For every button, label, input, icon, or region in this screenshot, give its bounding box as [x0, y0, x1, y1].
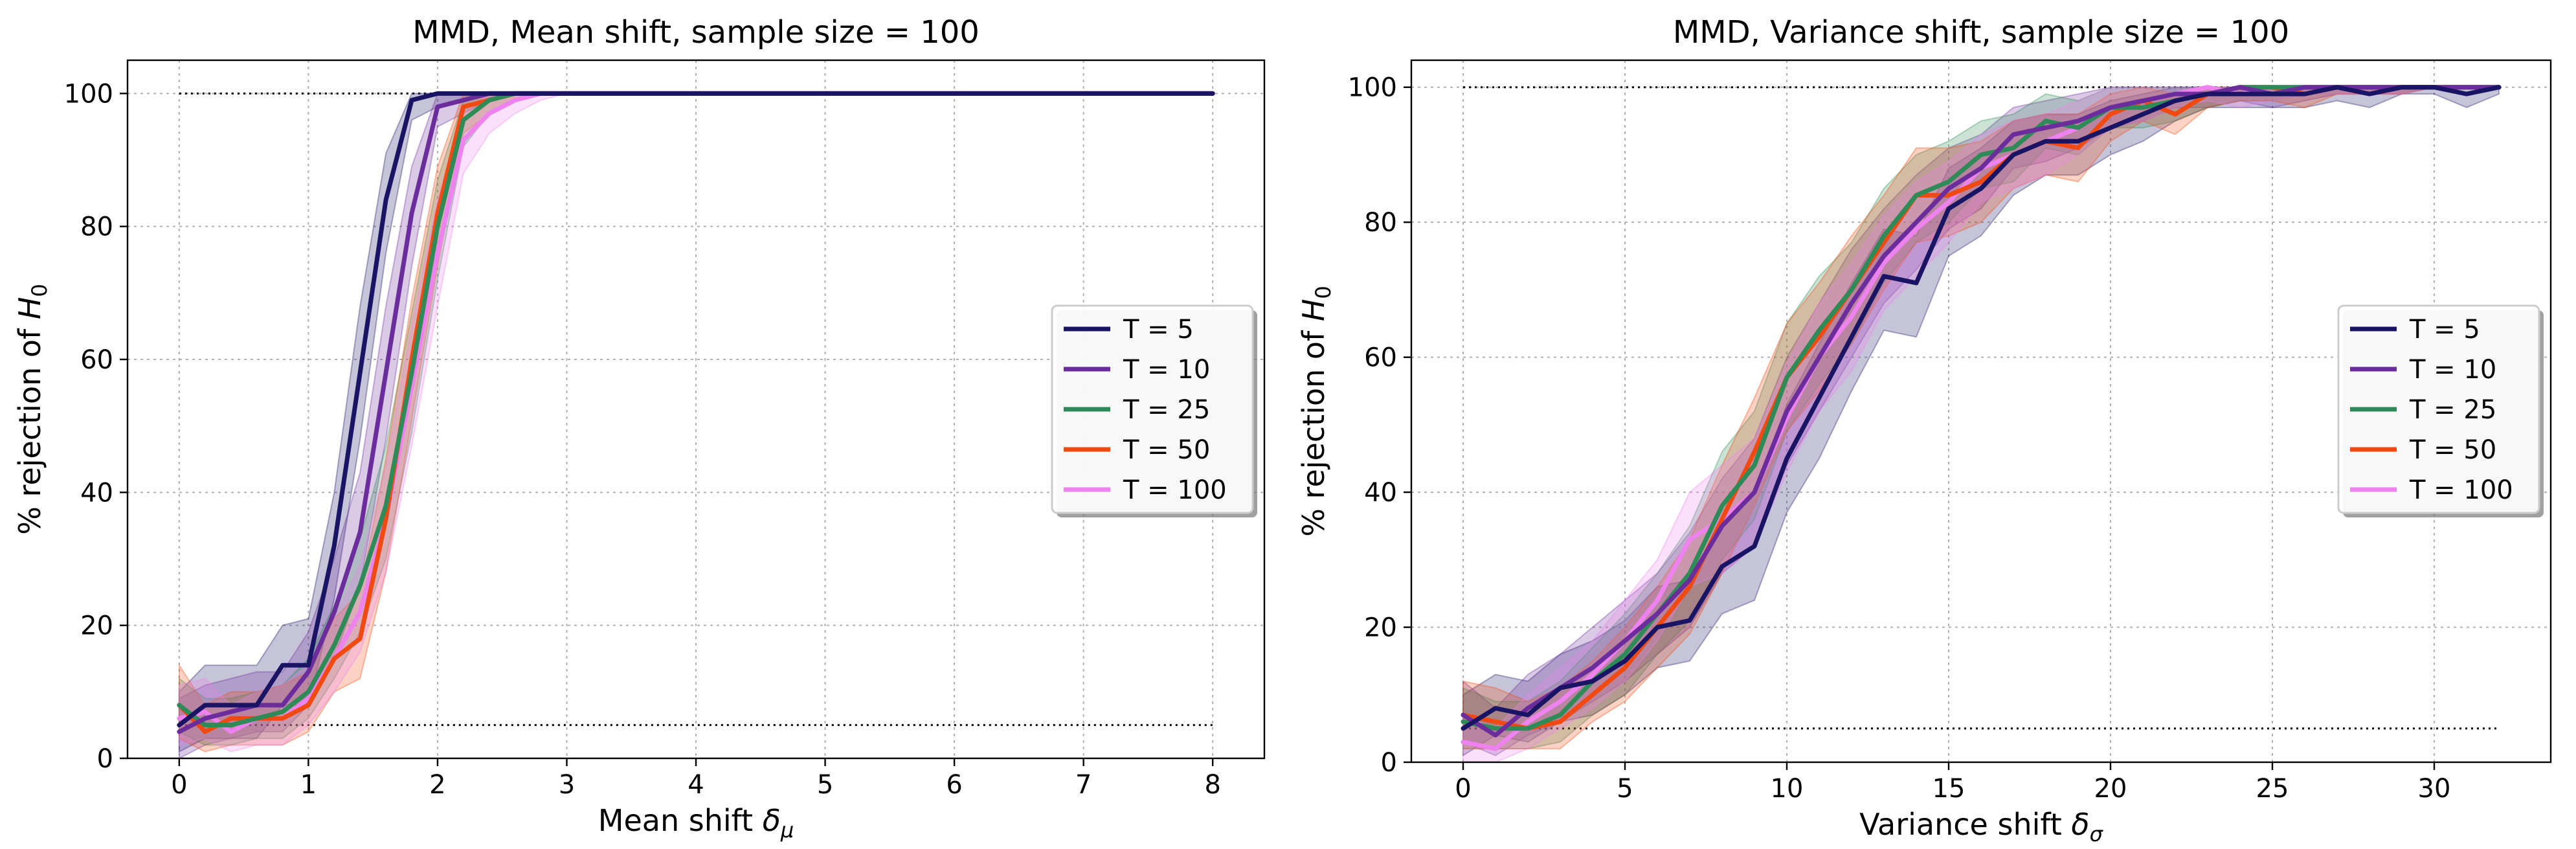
x-tick-label: 15 — [1932, 774, 1966, 804]
legend-label-series-4: T = 50 — [1123, 435, 1210, 465]
y-tick-label: 80 — [1364, 208, 1397, 238]
x-axis-label: Mean shift δμ — [598, 803, 794, 843]
legend-label-series-4: T = 50 — [2409, 435, 2496, 465]
legend-label-series-3: T = 25 — [1123, 395, 1210, 425]
confidence-band-series-1 — [1462, 86, 2500, 757]
x-axis-label-text: Mean shift — [598, 803, 763, 838]
x-tick-label: 8 — [1204, 770, 1220, 800]
x-tick-label: 5 — [1617, 774, 1633, 804]
legend-label-series-1: T = 5 — [1123, 315, 1194, 345]
x-tick-label: 1 — [300, 770, 317, 800]
x-tick-label: 5 — [817, 770, 833, 800]
legend-label-series-2: T = 10 — [1123, 355, 1210, 385]
x-tick-label: 3 — [559, 770, 575, 800]
y-tick-label: 100 — [1348, 73, 1397, 103]
legend-label-series-5: T = 100 — [1123, 475, 1227, 505]
y-tick-label: 20 — [80, 611, 113, 641]
legend: T = 5 T = 10 T = 25 T = 50 T = 100 — [2337, 304, 2544, 517]
y-axis-label-text: % rejection of — [12, 319, 47, 535]
series-line-1 — [177, 91, 1215, 728]
y-tick-label: 100 — [64, 79, 113, 109]
x-tick-label: 4 — [688, 770, 704, 800]
legend-box — [2337, 304, 2540, 514]
plot-frame — [1410, 59, 2552, 764]
chart-title: MMD, Mean shift, sample size = 100 — [412, 14, 980, 51]
x-axis-label: Variance shift δσ — [1859, 807, 2103, 846]
y-tick-label: 20 — [1364, 613, 1397, 643]
series-line-1 — [1461, 85, 2502, 731]
y-tick-label: 60 — [1364, 343, 1397, 373]
x-tick-label: 20 — [2094, 774, 2127, 804]
x-axis-label-symbol: δ — [763, 803, 781, 838]
y-tick-label: 0 — [97, 744, 113, 774]
y-tick-label: 40 — [80, 478, 113, 508]
legend-label-series-2: T = 10 — [2409, 355, 2496, 385]
x-axis-label-symbol: δ — [2071, 807, 2089, 842]
legend-box — [1051, 304, 1254, 514]
y-axis-label: % rejection of H0 — [12, 284, 52, 535]
x-tick-label: 10 — [1771, 774, 1804, 804]
x-tick-label: 30 — [2418, 774, 2451, 804]
x-axis-label-subscript: μ — [780, 818, 794, 843]
legend: T = 5 T = 10 T = 25 T = 50 T = 100 — [1051, 304, 1257, 517]
y-tick-label: 40 — [1364, 478, 1397, 508]
y-axis-label: % rejection of H0 — [1296, 286, 1336, 537]
legend-label-series-1: T = 5 — [2409, 315, 2480, 345]
x-tick-label: 6 — [946, 770, 962, 800]
x-tick-label: 0 — [171, 770, 187, 800]
x-tick-label: 7 — [1075, 770, 1092, 800]
x-axis-label-subscript: σ — [2090, 822, 2104, 846]
legend-label-series-3: T = 25 — [2409, 395, 2496, 425]
y-axis-label-subscript: 0 — [1311, 286, 1336, 299]
y-axis-label-symbol: H — [12, 297, 47, 320]
x-axis-label-text: Variance shift — [1859, 807, 2071, 842]
y-tick-label: 60 — [80, 345, 113, 375]
x-tick-label: 2 — [429, 770, 445, 800]
y-axis-label-text: % rejection of — [1296, 321, 1331, 537]
y-axis-label-subscript: 0 — [27, 284, 52, 297]
x-tick-label: 0 — [1455, 774, 1471, 804]
y-axis-label-symbol: H — [1296, 299, 1331, 322]
x-tick-label: 25 — [2256, 774, 2289, 804]
y-tick-label: 0 — [1381, 748, 1397, 778]
y-tick-label: 80 — [80, 212, 113, 242]
legend-label-series-5: T = 100 — [2409, 475, 2513, 505]
chart-panel-2: 0 5 10 15 20 25 30 0 20 40 60 80 100 MMD, Variance sh… — [1296, 14, 2552, 846]
chart-title: MMD, Variance shift, sample size = 100 — [1673, 14, 2289, 51]
